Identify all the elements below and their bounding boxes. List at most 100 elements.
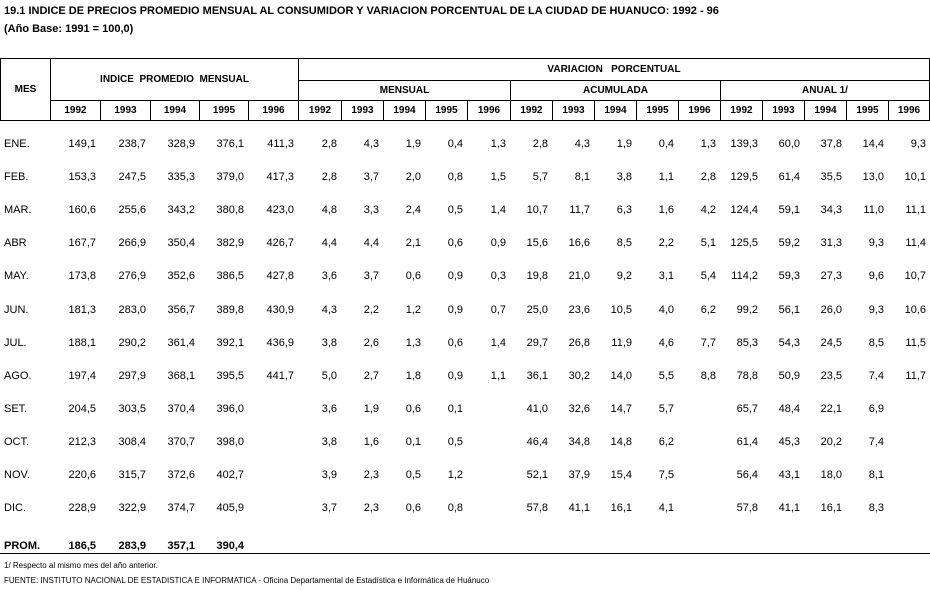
data-cell: 65,7 — [736, 402, 758, 415]
row-label: SET. — [4, 402, 28, 415]
data-cell: 50,9 — [778, 369, 800, 382]
data-cell: 34,8 — [568, 435, 590, 448]
data-cell: 361,4 — [167, 336, 195, 349]
data-cell: 2,6 — [363, 336, 379, 349]
year-header: 1994 — [804, 100, 847, 121]
data-cell: 0,4 — [447, 138, 463, 150]
data-cell: 114,2 — [731, 270, 758, 283]
year-header: 1996 — [248, 100, 299, 121]
data-cell: 379,0 — [216, 171, 244, 184]
data-cell: 11,1 — [905, 204, 926, 217]
data-cell: 0,7 — [490, 303, 506, 316]
bottom-rule — [0, 553, 930, 554]
data-cell: 4,1 — [658, 502, 674, 515]
data-cell: 4,3 — [321, 303, 337, 316]
data-cell: 398,0 — [216, 435, 244, 448]
data-cell: 59,1 — [778, 204, 800, 217]
data-cell: 15,4 — [610, 469, 632, 481]
data-cell: 411,3 — [267, 138, 294, 150]
data-cell: 255,6 — [118, 204, 146, 217]
data-cell: 9,3 — [868, 237, 884, 250]
data-cell: 0,9 — [447, 369, 463, 382]
group-header: ACUMULADA — [510, 80, 721, 101]
data-cell: 0,6 — [447, 336, 463, 349]
data-cell: 335,3 — [167, 171, 195, 184]
data-cell: 4,3 — [363, 138, 379, 150]
data-cell: 26,0 — [820, 303, 842, 316]
row-label: ENE. — [4, 138, 30, 150]
data-cell: 48,4 — [778, 402, 800, 415]
data-cell: 0,5 — [447, 435, 463, 448]
data-cell: 24,5 — [820, 336, 842, 349]
data-cell: 368,1 — [167, 369, 195, 382]
year-header: 1993 — [762, 100, 805, 121]
data-cell: 14,8 — [610, 435, 632, 448]
data-cell: 357,1 — [167, 540, 195, 552]
year-header: 1994 — [383, 100, 426, 121]
data-cell: 0,6 — [405, 402, 421, 415]
data-cell: 4,0 — [658, 303, 674, 316]
data-cell: 376,1 — [216, 138, 244, 150]
data-cell: 2,8 — [321, 138, 337, 150]
year-header: 1992 — [510, 100, 553, 121]
data-cell: 6,9 — [868, 402, 884, 415]
row-label: NOV. — [4, 469, 30, 481]
data-cell: 153,3 — [68, 171, 96, 184]
year-header: 1992 — [298, 100, 342, 121]
data-cell: 392,1 — [216, 336, 244, 349]
data-cell: 11,7 — [905, 369, 926, 382]
data-cell: 6,2 — [658, 435, 674, 448]
data-cell: 238,7 — [118, 138, 146, 150]
data-cell: 441,7 — [266, 369, 294, 382]
data-cell: 3,7 — [321, 502, 337, 515]
data-cell: 139,3 — [730, 138, 758, 150]
data-cell: 8,8 — [700, 369, 716, 382]
data-cell: 9,3 — [910, 138, 926, 150]
data-cell: 41,1 — [568, 502, 590, 515]
data-cell: 41,0 — [526, 402, 548, 415]
data-cell: 1,5 — [490, 171, 506, 184]
data-cell: 308,4 — [118, 435, 146, 448]
data-cell: 8,1 — [868, 469, 884, 481]
data-cell: 14,4 — [862, 138, 884, 150]
title: 19.1 INDICE DE PRECIOS PROMEDIO MENSUAL … — [4, 5, 719, 17]
data-cell: 26,8 — [568, 336, 590, 349]
data-cell: 303,5 — [118, 402, 146, 415]
year-header: 1994 — [150, 100, 200, 121]
data-cell: 18,0 — [820, 469, 842, 481]
data-cell: 228,9 — [68, 502, 96, 515]
data-cell: 3,3 — [363, 204, 379, 217]
data-cell: 2,2 — [363, 303, 379, 316]
data-cell: 0,5 — [447, 204, 463, 217]
data-cell: 1,6 — [363, 435, 379, 448]
data-cell: 99,2 — [736, 303, 758, 316]
data-cell: 29,7 — [526, 336, 548, 349]
data-cell: 5,0 — [321, 369, 337, 382]
data-cell: 10,1 — [904, 171, 926, 184]
group-header: ANUAL 1/ — [720, 80, 930, 101]
data-cell: 276,9 — [118, 270, 146, 283]
data-cell: 9,3 — [868, 303, 884, 316]
data-cell: 10,7 — [526, 204, 548, 217]
data-cell: 382,9 — [216, 237, 244, 250]
data-cell: 27,3 — [820, 270, 842, 283]
data-cell: 5,5 — [658, 369, 674, 382]
data-cell: 315,7 — [118, 469, 146, 481]
data-cell: 1,9 — [363, 402, 379, 415]
data-cell: 4,3 — [574, 138, 590, 150]
data-cell: 57,8 — [736, 502, 758, 515]
data-cell: 266,9 — [118, 237, 146, 250]
data-cell: 129,5 — [730, 171, 758, 184]
data-cell: 34,3 — [820, 204, 842, 217]
data-cell: 0,1 — [447, 402, 463, 415]
year-header: 1995 — [199, 100, 249, 121]
data-cell: 1,3 — [405, 336, 421, 349]
data-cell: 7,7 — [700, 336, 716, 349]
data-cell: 2,7 — [363, 369, 379, 382]
data-cell: 2,0 — [405, 171, 421, 184]
data-cell: 0,6 — [447, 237, 463, 250]
row-label: PROM. — [4, 540, 41, 552]
data-cell: 3,1 — [658, 270, 674, 283]
data-cell: 16,6 — [568, 237, 590, 250]
